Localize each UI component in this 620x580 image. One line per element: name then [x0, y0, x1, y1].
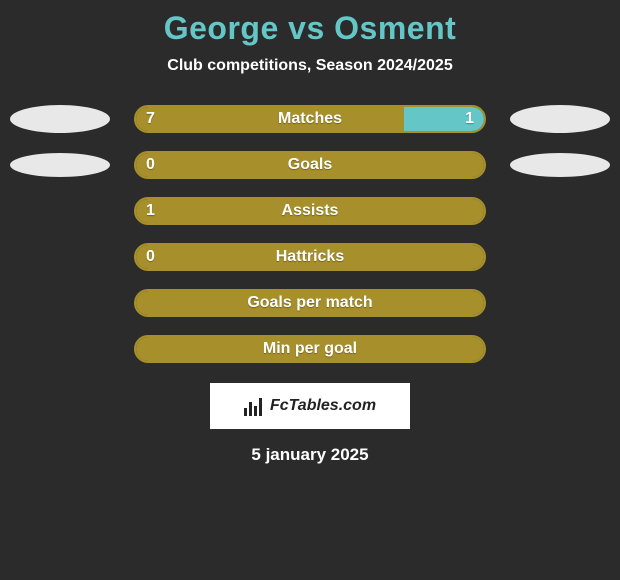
stat-label: Matches	[136, 107, 484, 131]
fctables-badge[interactable]: FcTables.com	[210, 383, 410, 429]
stat-bar: Matches7 1	[134, 105, 486, 133]
stat-label: Hattricks	[136, 245, 484, 269]
stat-value-left: 0	[136, 153, 165, 177]
stat-row: Goals per match	[0, 289, 620, 317]
comparison-infographic: George vs Osment Club competitions, Seas…	[0, 0, 620, 465]
bar-chart-icon	[244, 396, 264, 416]
player-right-ellipse	[510, 105, 610, 133]
stat-value-right: 1	[455, 107, 484, 131]
stat-label: Goals	[136, 153, 484, 177]
page-title: George vs Osment	[0, 10, 620, 47]
stat-label: Goals per match	[136, 291, 484, 315]
badge-text: FcTables.com	[270, 397, 376, 415]
date-label: 5 january 2025	[0, 445, 620, 465]
stat-rows: Matches71Goals0Assists1Hattricks0Goals p…	[0, 105, 620, 363]
stat-value-left: 7	[136, 107, 165, 131]
stat-row: Goals0	[0, 151, 620, 179]
player-left-ellipse	[10, 105, 110, 133]
stat-label: Min per goal	[136, 337, 484, 361]
stat-bar: Assists1	[134, 197, 486, 225]
player-right-ellipse	[510, 153, 610, 177]
subtitle: Club competitions, Season 2024/2025	[0, 57, 620, 75]
stat-bar: Goals0	[134, 151, 486, 179]
stat-value-left: 0	[136, 245, 165, 269]
stat-row: Assists1	[0, 197, 620, 225]
stat-bar: Hattricks0	[134, 243, 486, 271]
stat-value-left: 1	[136, 199, 165, 223]
stat-bar: Goals per match	[134, 289, 486, 317]
stat-row: Min per goal	[0, 335, 620, 363]
stat-label: Assists	[136, 199, 484, 223]
stat-row: Hattricks0	[0, 243, 620, 271]
stat-bar: Min per goal	[134, 335, 486, 363]
player-left-ellipse	[10, 153, 110, 177]
stat-row: Matches7 1	[0, 105, 620, 133]
